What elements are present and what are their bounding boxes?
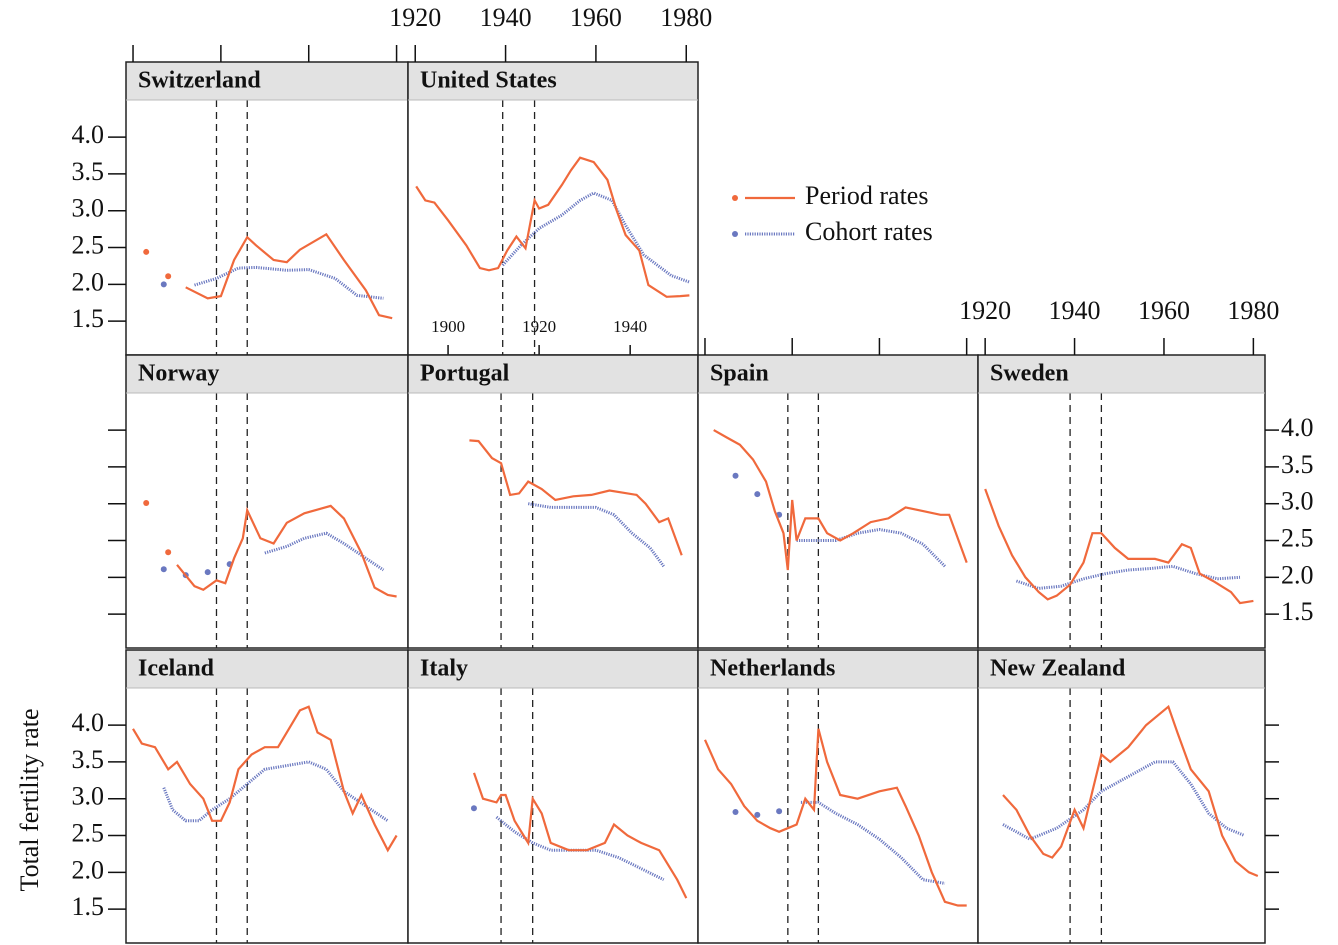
cohort-point	[776, 808, 783, 815]
period-line	[472, 772, 688, 899]
x-tick-label: 1900	[431, 317, 465, 336]
period-point	[143, 499, 150, 506]
cohort-point	[732, 808, 739, 815]
period-point	[165, 273, 172, 280]
x-tick-label: 1940	[1049, 296, 1101, 325]
y-tick-label: 2.0	[72, 267, 105, 296]
panel-border	[977, 354, 1266, 649]
panel-title: United States	[420, 68, 557, 94]
panel-header	[978, 355, 1265, 393]
y-tick-label: 4.0	[1281, 413, 1314, 442]
y-tick-label: 2.5	[72, 818, 105, 847]
cohort-point	[204, 569, 211, 576]
y-tick-label: 3.5	[1281, 450, 1314, 479]
cohort-point	[754, 491, 761, 498]
panel	[698, 355, 978, 648]
panel-header	[408, 355, 698, 393]
y-tick-label: 2.0	[1281, 560, 1314, 589]
y-tick-label: 2.5	[1281, 523, 1314, 552]
y-tick-label: 3.0	[1281, 487, 1314, 516]
period-line	[185, 232, 393, 320]
period-line	[1002, 704, 1259, 878]
panel-title: Netherlands	[710, 656, 835, 682]
y-tick-label: 3.0	[72, 194, 105, 223]
x-tick-label: 1920	[522, 317, 556, 336]
period-point	[143, 248, 150, 255]
panel-title: Portugal	[420, 361, 510, 387]
cohort-line	[1002, 760, 1245, 841]
panel-border	[977, 649, 1266, 944]
y-tick-label: 1.5	[1281, 597, 1314, 626]
x-tick-label: 1920	[959, 296, 1011, 325]
y-tick-label: 1.5	[72, 304, 105, 333]
cohort-point	[470, 805, 477, 812]
panel-header	[698, 355, 978, 393]
panel	[978, 355, 1265, 648]
panel-header	[126, 650, 408, 688]
y-tick-label: 2.5	[72, 230, 105, 259]
panel-title: Italy	[420, 656, 468, 682]
x-tick-label: 1980	[660, 3, 712, 32]
y-axis-label: Total fertility rate	[15, 709, 44, 892]
panel	[126, 355, 408, 648]
legend-label: Cohort rates	[805, 217, 933, 246]
panel	[126, 62, 408, 355]
x-tick-label: 1920	[389, 3, 441, 32]
legend-dot	[732, 231, 738, 237]
x-tick-label: 1960	[570, 3, 622, 32]
cohort-line	[1015, 564, 1241, 590]
panel-header	[126, 355, 408, 393]
cohort-point	[732, 472, 739, 479]
y-tick-label: 4.0	[72, 708, 105, 737]
y-tick-label: 3.5	[72, 745, 105, 774]
panel-header	[978, 650, 1265, 688]
panel	[698, 650, 978, 943]
x-tick-label: 1960	[1138, 296, 1190, 325]
panel	[408, 650, 698, 943]
cohort-line	[527, 502, 665, 568]
panel	[408, 355, 698, 648]
period-point	[165, 549, 172, 556]
panel-header	[408, 650, 698, 688]
panel-title: Switzerland	[138, 68, 261, 94]
period-line	[703, 728, 967, 907]
panel-title: Norway	[138, 361, 219, 387]
y-tick-label: 1.5	[72, 892, 105, 921]
cohort-point	[160, 566, 167, 573]
y-tick-label: 4.0	[72, 120, 105, 149]
panel-header	[126, 62, 408, 100]
x-tick-label: 1980	[1227, 296, 1279, 325]
period-line	[469, 439, 683, 556]
panel-title: Spain	[710, 361, 769, 387]
y-tick-label: 3.0	[72, 782, 105, 811]
period-line	[984, 488, 1254, 605]
cohort-point	[754, 811, 761, 818]
cohort-line	[264, 531, 385, 572]
panel-title: New Zealand	[990, 656, 1126, 682]
cohort-line	[194, 265, 384, 300]
panel-title: Sweden	[990, 361, 1069, 387]
cohort-line	[501, 191, 690, 284]
period-line	[713, 429, 968, 571]
cohort-point	[160, 281, 167, 288]
legend-dot	[732, 195, 738, 201]
panel-header	[698, 650, 978, 688]
panel	[978, 650, 1265, 943]
y-tick-label: 3.5	[72, 157, 105, 186]
y-tick-label: 2.0	[72, 855, 105, 884]
panel-title: Iceland	[138, 656, 215, 682]
period-line	[415, 156, 690, 298]
panel	[408, 62, 698, 355]
legend-label: Period rates	[805, 181, 928, 210]
panel-header	[408, 62, 698, 100]
x-tick-label: 1940	[480, 3, 532, 32]
period-line	[176, 504, 397, 598]
x-tick-label: 1940	[613, 317, 647, 336]
period-line	[132, 705, 398, 853]
